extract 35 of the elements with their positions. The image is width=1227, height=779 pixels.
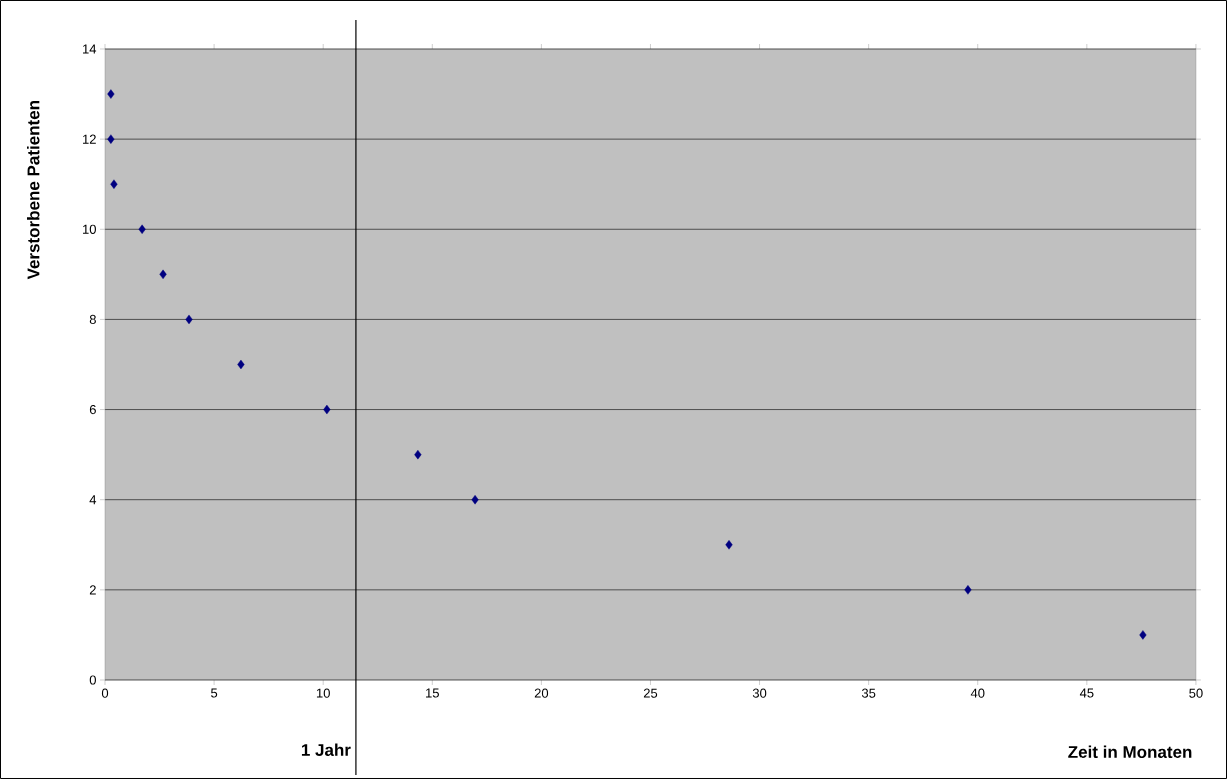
y-tick-label: 0 [89, 675, 96, 685]
point [414, 449, 422, 460]
y-tick-label: 14 [83, 44, 97, 54]
x-tick-label: 5 [211, 688, 218, 698]
point [107, 134, 115, 144]
x-tick-label: 15 [426, 688, 439, 698]
point [471, 495, 479, 505]
x-tick-label: 0 [101, 688, 109, 698]
x-tick-label: 30 [752, 688, 767, 698]
x-tick-label: 10 [316, 688, 330, 698]
y-tick-label: 8 [89, 314, 96, 325]
x-tick-label: 35 [861, 688, 876, 698]
y-tick-label: 6 [89, 404, 96, 415]
point [159, 269, 167, 280]
x-tick-label: 40 [970, 688, 985, 698]
point [237, 359, 245, 370]
y-tick-label: 2 [89, 585, 96, 595]
point [1139, 630, 1147, 640]
x-axis-title: Zeit in Monaten [1068, 745, 1192, 759]
point [323, 404, 331, 415]
point [725, 540, 733, 550]
point [107, 89, 115, 99]
x-tick-label: 45 [1079, 688, 1094, 698]
point [110, 179, 118, 189]
x-tick-label: 50 [1189, 688, 1203, 698]
point [185, 314, 193, 325]
y-tick-label: 12 [83, 134, 96, 144]
x-tick-label: 25 [643, 688, 658, 698]
y-tick-label: 10 [83, 224, 96, 234]
point [964, 585, 972, 595]
ref-line-label: 1 Jahr [301, 743, 351, 757]
y-tick-label: 4 [89, 495, 97, 505]
point [138, 224, 146, 234]
x-tick-label: 20 [534, 688, 549, 698]
y-axis-title: Verstorbene Patienten [27, 101, 40, 280]
